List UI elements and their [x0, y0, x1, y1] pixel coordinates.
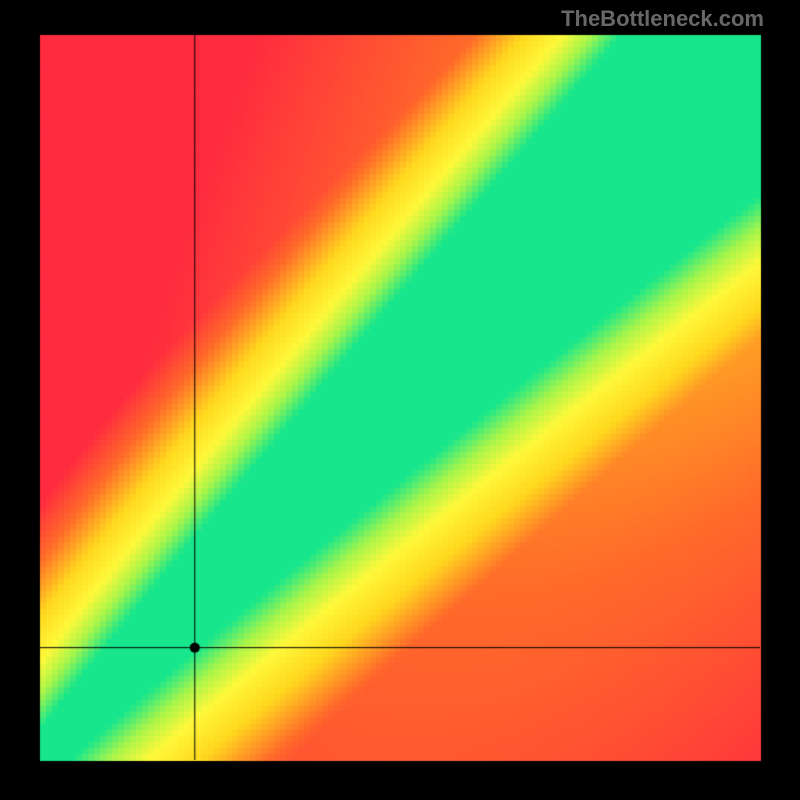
watermark-text: TheBottleneck.com — [561, 6, 764, 32]
chart-container: TheBottleneck.com — [0, 0, 800, 800]
bottleneck-heatmap — [0, 0, 800, 800]
